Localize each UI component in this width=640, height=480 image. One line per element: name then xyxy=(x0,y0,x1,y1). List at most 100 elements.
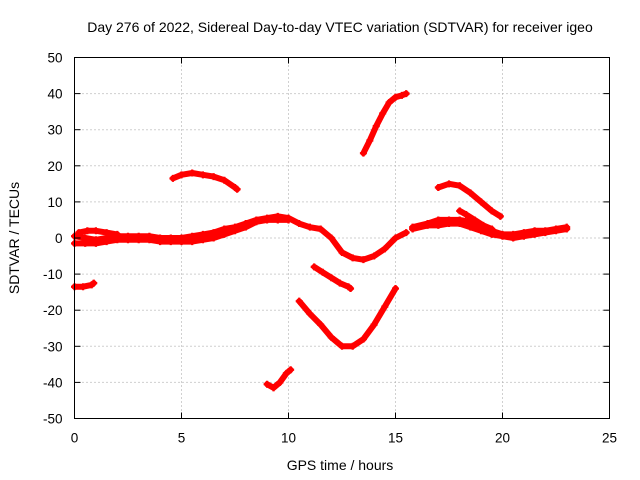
data-point xyxy=(306,223,314,231)
data-point xyxy=(336,279,344,287)
series-mid-slope xyxy=(310,263,355,293)
data-point xyxy=(319,268,327,276)
data-point xyxy=(462,211,470,219)
series-line xyxy=(360,90,410,157)
y-axis-label: SDTVAR / TECUs xyxy=(6,182,22,294)
data-point xyxy=(135,236,143,244)
data-point xyxy=(103,229,111,237)
data-point xyxy=(287,366,295,374)
data-point xyxy=(338,342,346,350)
series-band-upper-left xyxy=(75,227,121,238)
data-point xyxy=(479,221,487,229)
data-point xyxy=(199,236,207,244)
data-point xyxy=(370,252,378,260)
series-early-dip xyxy=(71,279,98,291)
data-point xyxy=(381,303,389,311)
data-point xyxy=(370,321,378,329)
data-point xyxy=(92,227,100,235)
data-point xyxy=(477,198,485,206)
data-point xyxy=(381,245,389,253)
chart-title: Day 276 of 2022, Sidereal Day-to-day VTE… xyxy=(87,19,593,35)
y-tick-label: 10 xyxy=(47,195,62,210)
data-point xyxy=(327,274,335,282)
data-point xyxy=(409,225,417,233)
data-point xyxy=(531,230,539,238)
series-deep-low xyxy=(263,366,295,392)
y-tick-label: -50 xyxy=(43,412,63,427)
x-tick-label: 0 xyxy=(71,431,79,446)
x-tick-label: 5 xyxy=(178,431,186,446)
data-point xyxy=(434,221,442,229)
x-tick-label: 15 xyxy=(388,431,403,446)
data-point xyxy=(270,384,278,392)
data-point xyxy=(145,236,153,244)
data-point xyxy=(156,238,164,246)
data-point xyxy=(402,90,410,98)
series-steep-rise xyxy=(359,90,410,157)
data-point xyxy=(310,263,318,271)
data-point xyxy=(359,256,367,264)
x-tick-label: 10 xyxy=(281,431,296,446)
data-point xyxy=(178,171,185,179)
data-point xyxy=(188,238,196,246)
y-tick-label: 0 xyxy=(55,231,63,246)
data-point xyxy=(75,229,83,237)
data-point xyxy=(83,227,91,235)
data-point xyxy=(499,232,506,240)
data-point xyxy=(347,285,355,293)
data-point xyxy=(398,91,406,99)
data-point xyxy=(220,230,228,238)
data-point xyxy=(90,279,98,287)
y-tick-label: 20 xyxy=(47,159,62,174)
y-tick-label: -40 xyxy=(43,375,63,390)
series-evening-lower xyxy=(409,220,571,242)
data-point xyxy=(242,223,250,231)
data-point xyxy=(349,342,357,350)
data-point xyxy=(92,239,100,247)
data-point xyxy=(285,216,292,224)
data-point xyxy=(263,380,271,388)
data-point xyxy=(466,189,474,197)
data-point xyxy=(306,310,314,318)
data-point xyxy=(349,254,357,262)
data-point xyxy=(471,216,479,224)
data-point xyxy=(199,171,207,179)
data-point xyxy=(456,207,464,215)
data-point xyxy=(282,369,290,377)
data-point xyxy=(317,321,325,329)
data-point xyxy=(263,216,271,224)
data-point xyxy=(295,297,303,305)
data-point xyxy=(210,234,218,242)
data-point xyxy=(79,283,87,291)
data-point xyxy=(392,234,399,242)
data-point xyxy=(445,220,453,228)
data-point xyxy=(103,238,111,246)
y-tick-label: 50 xyxy=(47,51,62,66)
data-point xyxy=(317,225,325,233)
x-axis-label: GPS time / hours xyxy=(287,457,394,473)
data-point xyxy=(210,173,218,181)
y-tick-label: 40 xyxy=(47,87,62,102)
data-point xyxy=(488,225,496,233)
data-point xyxy=(372,122,380,130)
x-tick-label: 25 xyxy=(602,431,617,446)
data-point xyxy=(424,221,432,229)
data-point xyxy=(359,149,367,157)
data-point xyxy=(552,227,560,235)
data-point xyxy=(379,109,387,117)
data-point xyxy=(124,236,132,244)
data-point xyxy=(477,227,485,235)
data-point xyxy=(456,220,464,228)
series-evening-spike xyxy=(456,207,496,233)
data-point xyxy=(178,238,185,246)
data-point xyxy=(220,176,228,184)
data-point xyxy=(295,220,303,228)
data-point xyxy=(233,185,241,193)
data-point xyxy=(434,183,442,191)
data-point xyxy=(81,239,89,247)
data-point xyxy=(456,182,464,190)
series-evening-hump xyxy=(434,180,504,220)
data-point xyxy=(327,234,335,242)
data-point xyxy=(520,232,528,240)
